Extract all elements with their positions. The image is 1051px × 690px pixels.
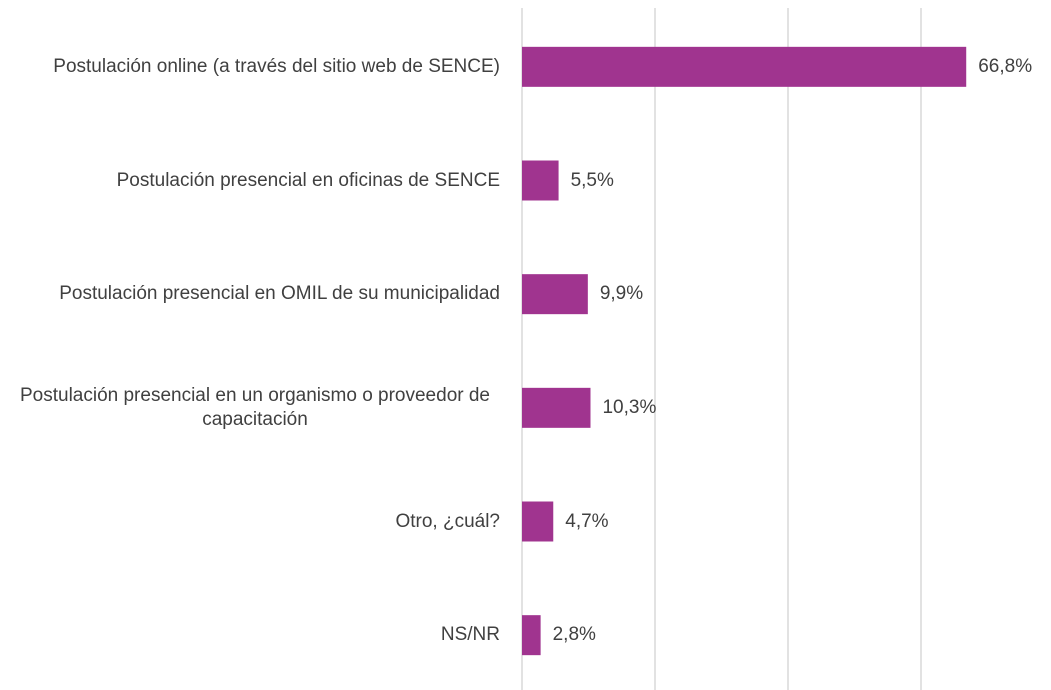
data-label: 9,9% xyxy=(599,283,644,305)
bar xyxy=(522,387,591,428)
category-label: Otro, ¿cuál? xyxy=(395,510,500,532)
data-label: 66,8% xyxy=(978,55,1033,77)
bar xyxy=(522,160,559,201)
data-label: 10,3% xyxy=(602,396,657,418)
category-label: Postulación presencial en un organismo o… xyxy=(19,384,491,430)
data-label: 4,7% xyxy=(565,510,609,532)
category-label: Postulación online (a través del sitio w… xyxy=(53,55,500,77)
data-label: 2,8% xyxy=(552,624,596,646)
bar xyxy=(522,501,554,542)
bar xyxy=(522,46,967,87)
category-label: Postulación presencial en OMIL de su mun… xyxy=(59,283,500,305)
category-label: Postulación presencial en oficinas de SE… xyxy=(116,169,500,191)
data-label: 5,5% xyxy=(570,169,614,191)
category-label: NS/NR xyxy=(440,624,500,646)
bar xyxy=(522,615,541,656)
bar xyxy=(522,274,588,315)
